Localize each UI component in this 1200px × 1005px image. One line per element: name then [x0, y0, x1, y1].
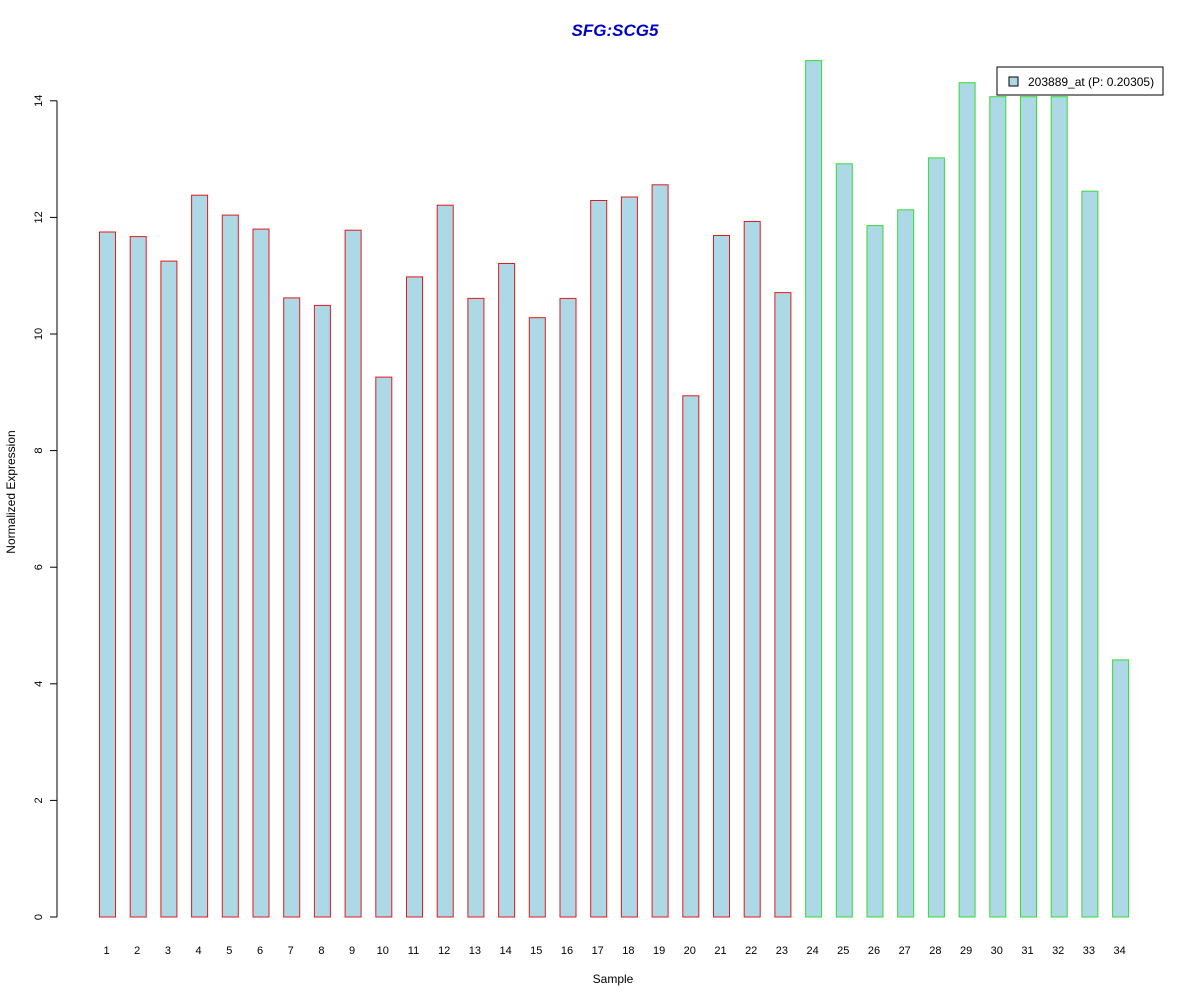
y-axis: 0 2 4 6 8 10 12 14 — [33, 95, 58, 920]
bar — [774, 292, 792, 918]
bars-group — [99, 60, 1130, 918]
bar — [682, 395, 700, 918]
x-tick-label: 10 — [377, 945, 389, 957]
bar — [989, 96, 1007, 918]
bar — [1050, 96, 1068, 918]
legend-swatch — [1008, 76, 1019, 87]
x-tick-label: 25 — [837, 945, 849, 957]
bar — [713, 235, 730, 918]
x-tick-label: 15 — [530, 945, 542, 957]
bar — [99, 231, 116, 918]
bar — [743, 221, 761, 918]
x-tick-label: 31 — [1021, 945, 1033, 957]
y-tick-label: 10 — [33, 328, 45, 340]
x-axis-tick-labels: 1 2 3 4 5 6 7 8 9 10 11 12 13 14 15 16 17 18 19 20 21 22 23 24 2… — [103, 945, 1125, 957]
x-tick-label: 11 — [408, 945, 419, 957]
x-tick-label: 23 — [776, 945, 788, 957]
x-tick-label: 29 — [960, 945, 972, 957]
x-tick-label: 13 — [469, 945, 481, 957]
bar — [528, 317, 546, 918]
bar — [406, 276, 423, 918]
y-tick-label: 14 — [33, 95, 45, 107]
x-tick-label: 26 — [868, 945, 880, 957]
x-tick-label: 4 — [196, 945, 202, 957]
legend: 203889_at (P: 0.20305) — [996, 66, 1164, 96]
bar — [467, 297, 485, 918]
x-tick-label: 8 — [318, 945, 324, 957]
x-tick-label: 5 — [226, 945, 232, 957]
bar — [375, 376, 393, 918]
bar — [559, 297, 577, 918]
bar — [160, 260, 178, 918]
x-tick-label: 2 — [134, 945, 140, 957]
bar — [191, 194, 209, 918]
x-tick-label: 28 — [929, 945, 941, 957]
x-tick-label: 17 — [592, 945, 604, 957]
bar — [313, 304, 331, 918]
x-tick-label: 1 — [103, 945, 109, 957]
bar — [620, 196, 638, 918]
x-tick-label: 16 — [561, 945, 573, 957]
bar — [1112, 659, 1130, 918]
bar — [1020, 96, 1037, 918]
bar — [129, 236, 147, 918]
x-tick-label: 33 — [1083, 945, 1095, 957]
bar — [866, 225, 884, 918]
x-tick-label: 19 — [653, 945, 665, 957]
bar — [958, 82, 976, 918]
y-tick-label: 12 — [33, 211, 45, 223]
x-tick-label: 21 — [714, 945, 726, 957]
bar — [221, 214, 239, 918]
y-tick-label: 0 — [33, 914, 45, 920]
x-tick-label: 22 — [745, 945, 757, 957]
bar — [283, 297, 301, 918]
x-tick-label: 20 — [684, 945, 696, 957]
y-tick-label: 6 — [33, 564, 45, 570]
x-tick-label: 7 — [288, 945, 294, 957]
x-tick-label: 27 — [899, 945, 911, 957]
x-tick-label: 14 — [499, 945, 511, 957]
bar — [835, 163, 853, 918]
x-tick-label: 3 — [165, 945, 171, 957]
x-tick-label: 24 — [806, 945, 818, 957]
bar — [436, 204, 454, 918]
x-tick-label: 32 — [1052, 945, 1064, 957]
x-tick-label: 34 — [1113, 945, 1125, 957]
y-tick-label: 8 — [33, 448, 45, 454]
chart-title: SFG:SCG5 — [572, 21, 659, 40]
bar — [927, 157, 945, 918]
bar — [651, 184, 669, 918]
x-axis-label: Sample — [593, 972, 634, 986]
bar — [1081, 190, 1099, 918]
bar — [590, 200, 608, 918]
bar — [498, 263, 516, 918]
x-tick-label: 18 — [622, 945, 634, 957]
y-tick-label: 2 — [33, 797, 45, 803]
legend-box — [996, 66, 1164, 96]
bar — [897, 209, 915, 918]
x-tick-label: 6 — [257, 945, 263, 957]
x-tick-label: 30 — [991, 945, 1003, 957]
bar — [344, 229, 362, 918]
x-tick-label: 12 — [438, 945, 450, 957]
bar — [252, 228, 270, 918]
y-axis-label: Normalized Expression — [4, 430, 18, 553]
legend-label: 203889_at (P: 0.20305) — [1028, 75, 1154, 89]
x-tick-label: 9 — [349, 945, 355, 957]
y-tick-label: 4 — [33, 681, 45, 687]
bar — [805, 60, 823, 918]
